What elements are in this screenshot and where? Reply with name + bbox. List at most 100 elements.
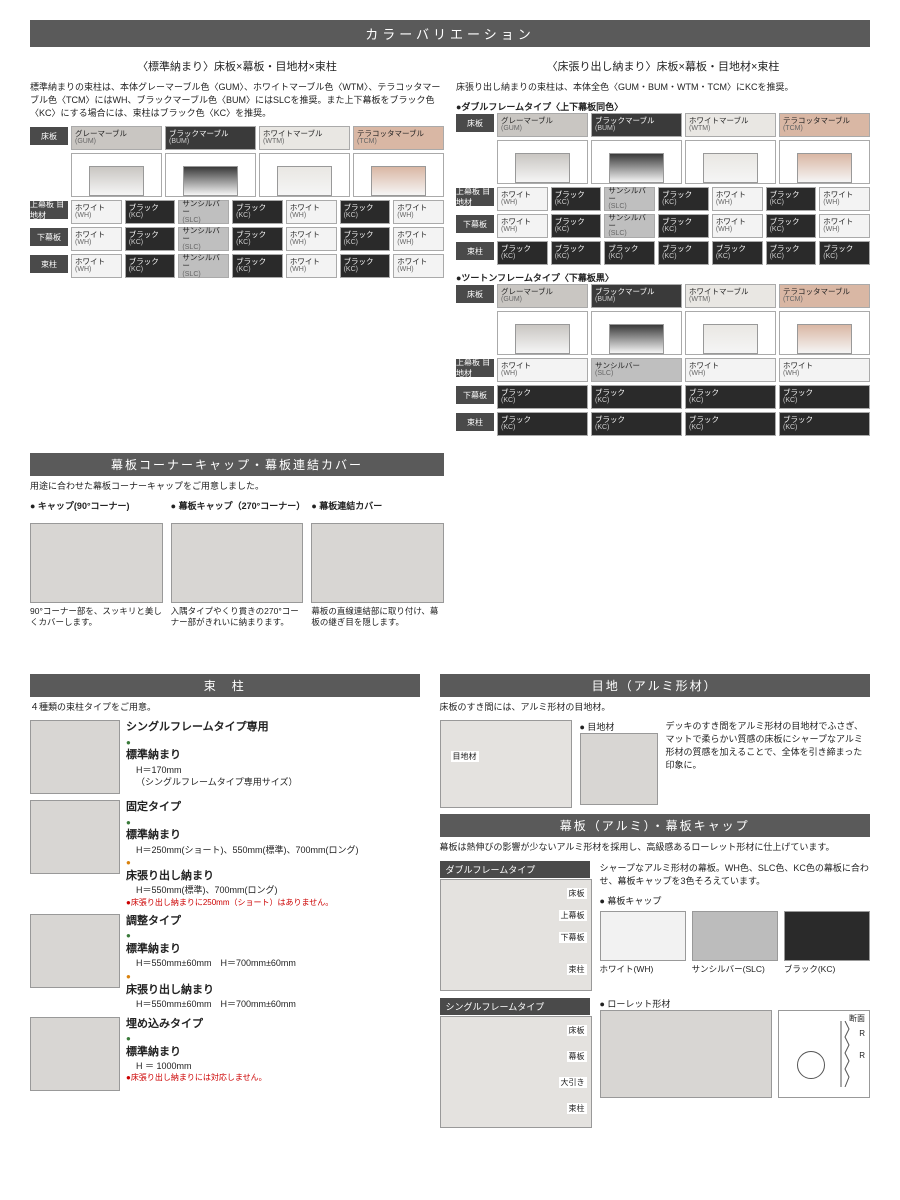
swatch-image (497, 311, 588, 355)
color-chip: ホワイト(WH) (71, 227, 122, 251)
color-chip: ブラック(KC) (658, 187, 709, 211)
swatch-image (591, 140, 682, 184)
color-chip: ブラック(KC) (340, 227, 391, 251)
color-chip: ホワイト(WH) (71, 200, 122, 224)
color-chip: ブラック(KC) (658, 214, 709, 238)
color-chip: ホワイト(WH) (71, 254, 122, 278)
color-chip: ブラック(KC) (712, 241, 763, 265)
knurl-section: 断面 R R (778, 1010, 870, 1098)
row-label: 上幕板 目地材 (456, 359, 494, 377)
color-chip: ホワイト(WH) (497, 214, 548, 238)
color-chip: サンシルバー(SLC) (178, 227, 229, 251)
color-chip: ホワイト(WH) (393, 200, 444, 224)
overhang-note: 床張り出し納まりの束柱は、本体全色〈GUM・BUM・WTM・TCM〉にKCを推奨… (456, 81, 870, 94)
color-chip: ホワイト(WH) (393, 227, 444, 251)
swatch-image (779, 140, 870, 184)
meji-diagram: 目地材 (440, 720, 572, 808)
row-label: 束柱 (456, 413, 494, 431)
color-chip: ホワイト(WH) (819, 187, 870, 211)
color-chip: ホワイト(WH) (286, 227, 337, 251)
standard-layout: 〈標準納まり〉床板×幕板・目地材×束柱 標準納まりの束柱は、本体グレーマーブル色… (30, 55, 444, 439)
board-chip: テラコッタマーブル(TCM) (779, 113, 870, 137)
maku-diagram-single: 床板 幕板 大引き 束柱 (440, 1016, 592, 1128)
corner-title: 幕板コーナーキャップ・幕板連結カバー (30, 453, 444, 476)
corner-item: ● キャップ(90°コーナー)90°コーナー部を、スッキリと美しくカバーします。 (30, 499, 163, 628)
board-chip: ブラックマーブル(BUM) (591, 284, 682, 308)
row-label: 束柱 (30, 255, 68, 273)
color-chip: ブラック(KC) (340, 200, 391, 224)
color-chip: ブラック(KC) (604, 241, 655, 265)
board-chip: グレーマーブル(GUM) (497, 113, 588, 137)
corner-item: ● 幕板キャップ（270°コーナー）入隅タイプやくり貫きの270°コーナー部がき… (171, 499, 304, 628)
color-chip: ブラック(KC) (766, 214, 817, 238)
cap-color: サンシルバー(SLC) (692, 911, 778, 975)
color-chip: ブラック(KC) (591, 385, 682, 409)
color-chip: ブラック(KC) (591, 412, 682, 436)
row-label: 上幕板 目地材 (456, 188, 494, 206)
row-label: 上幕板 目地材 (30, 201, 68, 219)
board-chip: ブラックマーブル(BUM) (591, 113, 682, 137)
color-chip: ブラック(KC) (685, 385, 776, 409)
swatch-image (353, 153, 444, 197)
row-label: 束柱 (456, 242, 494, 260)
meji-photo (580, 733, 658, 805)
color-chip: ブラック(KC) (125, 200, 176, 224)
pillar-item: 埋め込みタイプ標準納まりH ＝ 1000mm●床張り出し納まりには対応しません。 (30, 1017, 420, 1091)
swatch-image (591, 311, 682, 355)
sub2: ●ツートンフレームタイプ〈下幕板黒〉 (456, 271, 870, 284)
color-chip: ホワイト(WH) (286, 254, 337, 278)
color-chip: ホワイト(WH) (779, 358, 870, 382)
board-chip: ホワイトマーブル(WTM) (685, 113, 776, 137)
color-chip: ブラック(KC) (497, 412, 588, 436)
swatch-image (497, 140, 588, 184)
section-title: カラーバリエーション (30, 20, 870, 47)
corner-item: ● 幕板連結カバー幕板の直線連結部に取り付け、幕板の継ぎ目を隠します。 (311, 499, 444, 628)
color-chip: ブラック(KC) (232, 200, 283, 224)
color-chip: ブラック(KC) (685, 412, 776, 436)
maku-note: シャープなアルミ形材の幕板。WH色、SLC色、KC色の幕板に合わせ、幕板キャップ… (600, 862, 871, 888)
color-chip: サンシルバー(SLC) (604, 214, 655, 238)
color-chip: ブラック(KC) (497, 241, 548, 265)
board-chip: テラコッタマーブル(TCM) (353, 126, 444, 150)
color-chip: ブラック(KC) (551, 187, 602, 211)
color-chip: ブラック(KC) (766, 241, 817, 265)
cap-color: ホワイト(WH) (600, 911, 686, 975)
board-chip: ホワイトマーブル(WTM) (685, 284, 776, 308)
color-chip: ホワイト(WH) (819, 214, 870, 238)
color-chip: ブラック(KC) (819, 241, 870, 265)
overhang-layout: 〈床張り出し納まり〉床板×幕板・目地材×束柱 床張り出し納まりの束柱は、本体全色… (456, 55, 870, 439)
label-floorboard-r: 床板 (456, 114, 494, 132)
meji-title: 目地（アルミ形材） (440, 674, 871, 697)
row-label: 下幕板 (456, 386, 494, 404)
swatch-image (779, 311, 870, 355)
meji-lead: 床板のすき間には、アルミ形材の目地材。 (440, 701, 871, 714)
color-chip: ブラック(KC) (497, 385, 588, 409)
color-chip: ホワイト(WH) (393, 254, 444, 278)
color-chip: サンシルバー(SLC) (604, 187, 655, 211)
color-chip: ブラック(KC) (779, 385, 870, 409)
swatch-image (685, 311, 776, 355)
subhead-standard: 〈標準納まり〉床板×幕板・目地材×束柱 (30, 55, 444, 77)
color-chip: ホワイト(WH) (497, 187, 548, 211)
swatch-image (71, 153, 162, 197)
knurl-photo (600, 1010, 773, 1098)
swatch-image (165, 153, 256, 197)
corner-cap-section: 幕板コーナーキャップ・幕板連結カバー 用途に合わせた幕板コーナーキャップをご用意… (30, 447, 444, 628)
cap-color: ブラック(KC) (784, 911, 870, 975)
board-chip: ホワイトマーブル(WTM) (259, 126, 350, 150)
color-chip: ホワイト(WH) (286, 200, 337, 224)
maku-lead: 幕板は熱伸びの影響が少ないアルミ形材を採用し、高級感あるローレット形材に仕上げて… (440, 841, 871, 854)
color-chip: ホワイト(WH) (712, 214, 763, 238)
color-chip: ブラック(KC) (551, 241, 602, 265)
subhead-overhang: 〈床張り出し納まり〉床板×幕板・目地材×束柱 (456, 55, 870, 77)
color-chip: ブラック(KC) (232, 254, 283, 278)
color-chip: サンシルバー(SLC) (591, 358, 682, 382)
color-chip: ブラック(KC) (125, 227, 176, 251)
color-chip: ブラック(KC) (125, 254, 176, 278)
swatch-image (685, 140, 776, 184)
corner-lead: 用途に合わせた幕板コーナーキャップをご用意しました。 (30, 480, 444, 493)
color-chip: サンシルバー(SLC) (178, 254, 229, 278)
pillar-item: シングルフレームタイプ専用標準納まりH＝170mm（シングルフレームタイプ専用サ… (30, 720, 420, 794)
color-chip: ホワイト(WH) (497, 358, 588, 382)
color-chip: ブラック(KC) (340, 254, 391, 278)
